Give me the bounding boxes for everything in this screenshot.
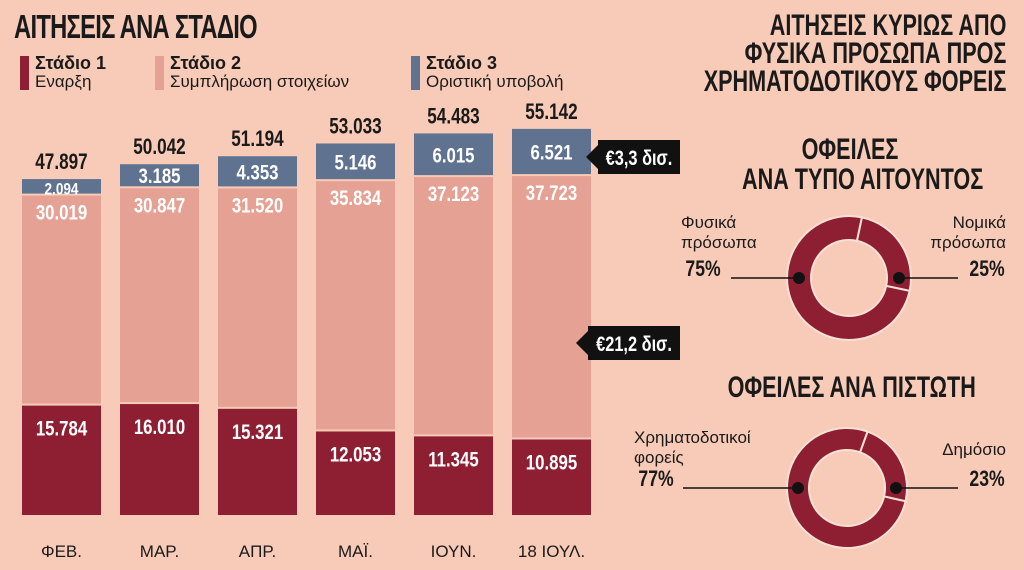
bar-value-label: 30.019 — [36, 202, 87, 225]
label-line: πρόσωπα — [930, 233, 1006, 252]
donut1-dot-left — [793, 272, 805, 284]
bar-value-label: 35.834 — [330, 187, 382, 210]
bar-segment-stage-2 — [22, 195, 101, 404]
bar-value-label: 3.185 — [138, 166, 180, 189]
donut1-slice — [786, 215, 911, 341]
donut2-right-label: Δημόσιο — [942, 440, 1006, 460]
bar-segment-stage-2 — [316, 181, 395, 430]
label-line: πρόσωπα — [681, 233, 757, 252]
donut1-dot-right — [893, 272, 905, 284]
label-line: Δημόσιο — [942, 440, 1006, 459]
bar-value-label: 30.847 — [134, 195, 185, 218]
bar-segment-stage-2 — [512, 176, 591, 438]
bar-value-label: 11.345 — [428, 449, 479, 472]
x-tick-label: ΑΠΡ. — [239, 542, 277, 561]
x-tick-label: ΦΕΒ. — [41, 542, 82, 561]
legend-label: Στάδιο 3 — [426, 53, 498, 73]
bar-value-label: 2.094 — [45, 180, 79, 199]
donut2-slice — [858, 430, 908, 503]
bar-segment-stage-3 — [120, 164, 199, 187]
bar-total-label: 54.483 — [427, 104, 479, 129]
callout-label: €21,2 δισ. — [596, 332, 672, 355]
legend-sublabel: Συμπλήρωση στοιχείων — [170, 72, 350, 91]
bar-segment-stage-2 — [414, 177, 493, 435]
legend-stage-1: Στάδιο 1 Εναρξη — [20, 54, 106, 92]
bar-segment-stage-1 — [120, 404, 199, 515]
bar-value-label: 10.895 — [526, 452, 578, 475]
bar-total-label: 50.042 — [133, 135, 185, 160]
bar-value-label: 16.010 — [134, 416, 185, 439]
bar-segment-stage-2 — [218, 188, 297, 407]
donut2-right-pct: 23% — [969, 466, 1005, 491]
bar-total-label: 51.194 — [231, 127, 283, 152]
bar-value-label: 37.723 — [526, 182, 577, 205]
donut1-title: ΟΦΕΙΛΕΣ ΑΝΑ ΤΥΠΟ ΑΙΤΟΥΝΤΟΣ — [742, 133, 984, 196]
legend-swatch — [411, 56, 420, 90]
legend-stage-3: Στάδιο 3 Οριστική υποβολή — [411, 54, 563, 92]
label-line: Φυσικά — [681, 213, 737, 232]
donut2-left-pct: 77% — [638, 466, 674, 491]
bar-segment-stage-1 — [512, 439, 591, 515]
legend-label: Στάδιο 2 — [170, 53, 242, 73]
bar-value-label: 6.015 — [432, 145, 474, 168]
side-title-line: ΧΡΗΜΑΤΟΔΟΤΙΚΟΥΣ ΦΟΡΕΙΣ — [703, 65, 1006, 98]
callout-box — [576, 326, 680, 360]
legend-label: Στάδιο 1 — [35, 53, 107, 73]
label-line: Χρηματοδοτικοί — [634, 428, 751, 447]
bar-total-label: 47.897 — [35, 150, 87, 175]
donut2-dot-left — [792, 482, 804, 494]
side-title-line: ΑΙΤΗΣΕΙΣ ΚΥΡΙΩΣ ΑΠΟ — [769, 9, 1006, 42]
legend-sublabel: Εναρξη — [35, 72, 92, 91]
bar-value-label: 5.146 — [334, 152, 376, 175]
legend-swatch — [155, 56, 164, 90]
legend-stage-2: Στάδιο 2 Συμπλήρωση στοιχείων — [155, 54, 349, 92]
donut1-left-label: Φυσικά πρόσωπα — [681, 213, 757, 253]
legend-sublabel: Οριστική υποβολή — [426, 72, 564, 91]
donut2-title: ΟΦΕΙΛΕΣ ΑΝΑ ΠΙΣΤΩΤΗ — [727, 371, 976, 404]
bar-value-label: 37.123 — [428, 183, 479, 206]
bar-total-label: 55.142 — [525, 100, 577, 125]
bar-segment-stage-3 — [414, 133, 493, 176]
bar-value-label: 31.520 — [232, 195, 283, 218]
donut1-title-line: ΑΝΑ ΤΥΠΟ ΑΙΤΟΥΝΤΟΣ — [742, 163, 984, 196]
bar-value-label: 6.521 — [530, 142, 572, 165]
donut1-title-line: ΟΦΕΙΛΕΣ — [801, 133, 899, 166]
donut2-dot-right — [890, 482, 902, 494]
bar-segment-stage-2 — [120, 188, 199, 403]
x-tick-label: ΜΑΡ. — [140, 542, 179, 561]
donut2-left-label: Χρηματοδοτικοί φορείς — [634, 428, 751, 468]
x-tick-label: 18 ΙΟΥΛ. — [518, 542, 585, 561]
bar-segment-stage-3 — [22, 179, 101, 194]
bar-segment-stage-3 — [512, 128, 591, 175]
stacked-bar-chart: 15.784 30.019 2.094 47.897 ΦΕΒ. 16.010 30.847 3… — [22, 100, 680, 561]
x-tick-label: ΙΟΥΝ. — [431, 542, 477, 561]
bar-segment-stage-1 — [414, 436, 493, 515]
bar-value-label: 15.321 — [232, 421, 284, 444]
bar-segment-stage-1 — [316, 431, 395, 515]
donut1-slice — [855, 216, 912, 293]
bar-total-label: 53.033 — [329, 115, 381, 140]
chart-title: ΑΙΤΗΣΕΙΣ ΑΝΑ ΣΤΑΔΙΟ — [14, 8, 258, 45]
donut1-right-label: Νομικά πρόσωπα — [930, 213, 1006, 253]
side-title-line: ΦΥΣΙΚΑ ΠΡΟΣΩΠΑ ΠΡΟΣ — [744, 37, 1006, 70]
bar-value-label: 15.784 — [36, 418, 88, 441]
donut2-slice — [786, 427, 907, 549]
callout-box — [586, 140, 680, 174]
callout-label: €3,3 δισ. — [606, 146, 673, 169]
label-line: Νομικά — [952, 213, 1006, 232]
label-line: φορείς — [634, 448, 684, 467]
side-title: ΑΙΤΗΣΕΙΣ ΚΥΡΙΩΣ ΑΠΟ ΦΥΣΙΚΑ ΠΡΟΣΩΠΑ ΠΡΟΣ … — [703, 9, 1006, 98]
bar-segment-stage-3 — [316, 143, 395, 180]
bar-value-label: 4.353 — [236, 162, 278, 185]
donut1-right-pct: 25% — [969, 256, 1005, 281]
bar-value-label: 12.053 — [330, 444, 381, 467]
bar-segment-stage-1 — [22, 405, 101, 515]
bar-segment-stage-1 — [218, 408, 297, 515]
bar-segment-stage-3 — [218, 156, 297, 187]
legend-swatch — [20, 56, 29, 90]
donut1-left-pct: 75% — [685, 256, 721, 281]
x-tick-label: ΜΑΪ. — [338, 542, 373, 561]
